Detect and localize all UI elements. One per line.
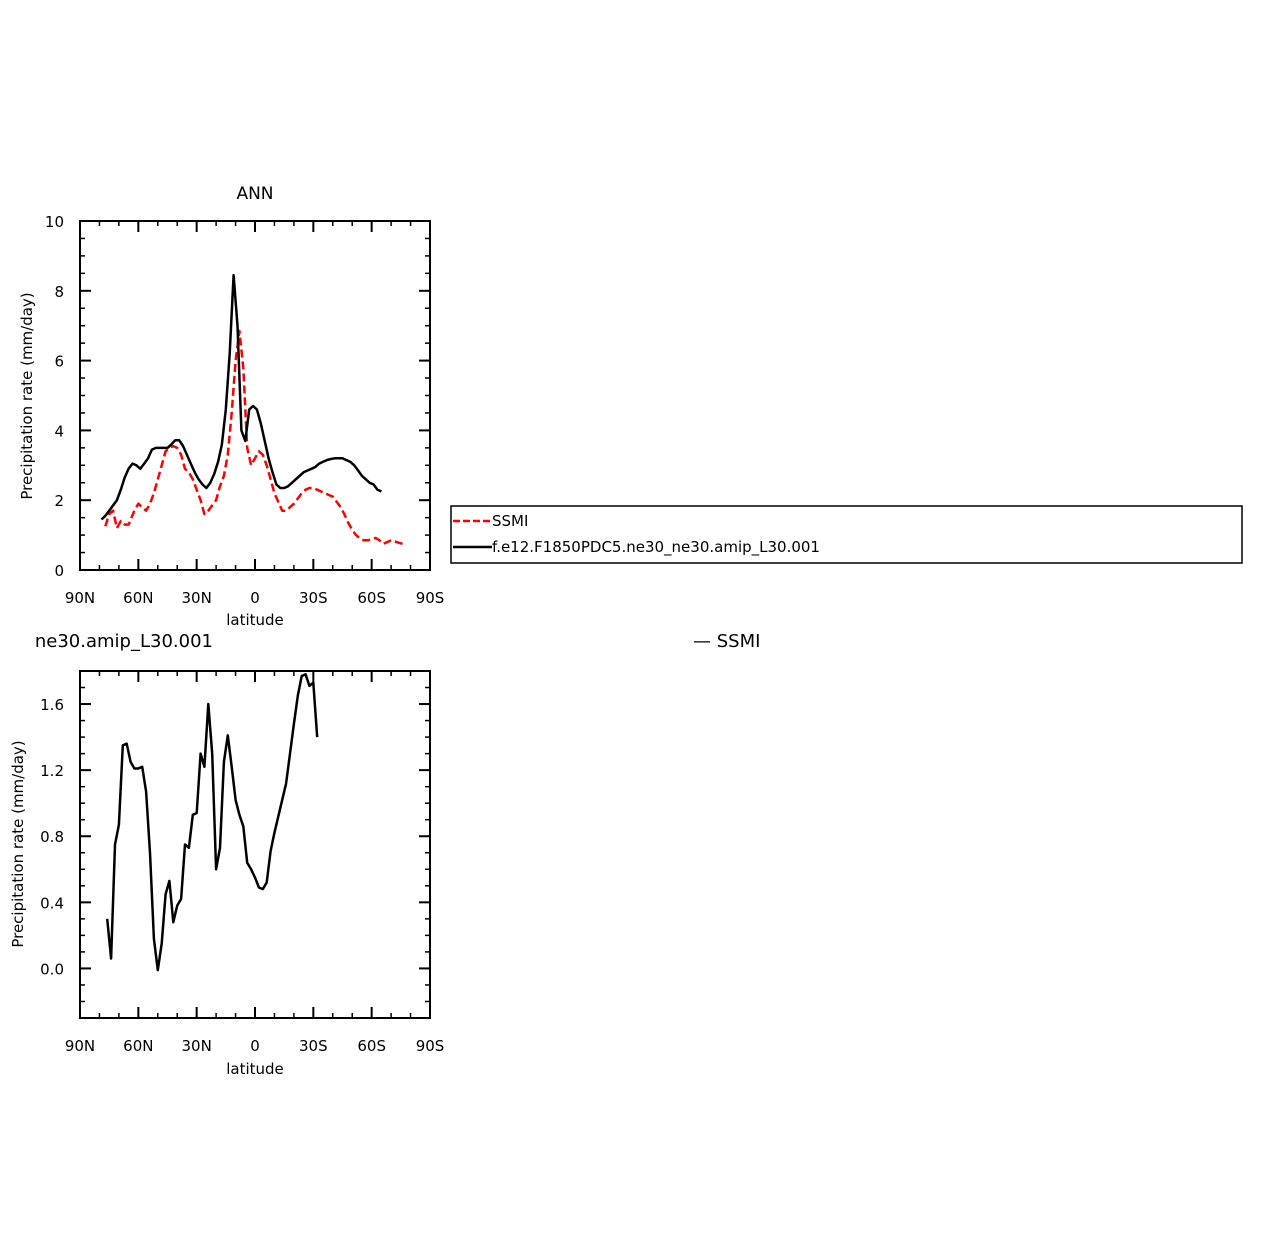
series-line-0-1 <box>100 273 382 521</box>
x-tick-label: 0 <box>250 1037 260 1055</box>
bottom-panel-series <box>105 673 319 972</box>
x-tick-label: 30S <box>299 1037 328 1055</box>
bottom-panel-frame <box>79 670 431 1019</box>
bottom-panel-title-right: — SSMI <box>693 631 760 652</box>
series-line-1-0 <box>105 673 319 972</box>
x-tick-label: 90S <box>416 589 445 607</box>
y-tick-label: 2 <box>54 492 64 510</box>
y-tick-label: 0 <box>54 562 64 580</box>
x-tick-label: 60N <box>123 589 153 607</box>
y-tick-label: 0.4 <box>40 894 64 912</box>
y-tick-label: 10 <box>45 213 64 231</box>
x-tick-label: 60S <box>357 589 386 607</box>
y-tick-label: 8 <box>54 283 64 301</box>
bottom-panel-ylabel: Precipitation rate (mm/day) <box>9 740 27 947</box>
x-tick-label: 30N <box>182 589 212 607</box>
bottom-panel-xlabel: latitude <box>226 1060 284 1078</box>
y-tick-label: 0.0 <box>40 960 64 978</box>
legend-label-ssmi: SSMI <box>492 512 528 530</box>
bottom-panel-ticks: 90N 60N 30N 0 30S 60S 90S 0.0 0.4 0.8 1.2 1.6 <box>40 670 445 1055</box>
top-panel-series <box>100 273 404 546</box>
x-tick-label: 90N <box>65 1037 95 1055</box>
x-tick-label: 30N <box>182 1037 212 1055</box>
bottom-panel-title: ne30.amip_L30.001 <box>35 631 213 652</box>
x-tick-label: 90N <box>65 589 95 607</box>
legend-label-model: f.e12.F1850PDC5.ne30_ne30.amip_L30.001 <box>492 538 820 557</box>
x-tick-label: 90S <box>416 1037 445 1055</box>
x-tick-label: 60S <box>357 1037 386 1055</box>
legend-frame <box>450 505 1243 564</box>
legend: SSMI f.e12.F1850PDC5.ne30_ne30.amip_L30.… <box>450 505 1243 564</box>
top-panel-xlabel: latitude <box>226 611 284 629</box>
top-panel-ylabel: Precipitation rate (mm/day) <box>18 292 36 499</box>
x-tick-label: 0 <box>250 589 260 607</box>
bottom-panel: ne30.amip_L30.001 — SSMI 90N 60N 30N 0 30S 60… <box>9 631 760 1078</box>
y-tick-label: 6 <box>54 353 64 371</box>
y-tick-label: 4 <box>54 422 64 440</box>
top-panel-ticks: 90N 60N 30N 0 30S 60S 90S 0 2 4 6 8 10 <box>45 213 444 607</box>
series-line-0-0 <box>104 329 404 546</box>
top-panel-title: ANN <box>236 184 273 204</box>
x-tick-label: 60N <box>123 1037 153 1055</box>
y-tick-label: 1.6 <box>40 696 64 714</box>
y-tick-label: 0.8 <box>40 828 64 846</box>
y-tick-label: 1.2 <box>40 762 64 780</box>
x-tick-label: 30S <box>299 589 328 607</box>
